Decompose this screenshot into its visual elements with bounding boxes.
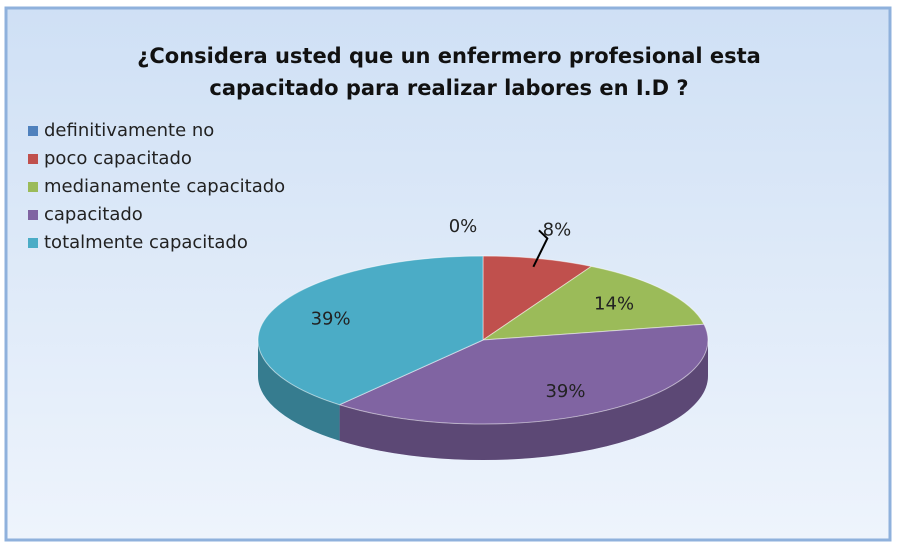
legend-label: definitivamente no xyxy=(44,120,214,141)
legend-swatch xyxy=(28,126,38,136)
slice-top xyxy=(338,323,709,425)
legend-label: medianamente capacitado xyxy=(44,176,285,197)
legend-swatch xyxy=(28,182,38,192)
data-label: 39% xyxy=(311,309,351,330)
data-label: 8% xyxy=(543,219,572,240)
slice-top xyxy=(481,265,705,341)
pie-slice xyxy=(257,255,484,441)
legend-label: capacitado xyxy=(44,204,143,225)
slice-top xyxy=(482,255,593,341)
leader-line xyxy=(532,229,549,268)
legend-swatch xyxy=(28,238,38,248)
slice-top xyxy=(257,255,484,406)
slice-side xyxy=(339,340,708,460)
pie-slice xyxy=(481,265,705,341)
slice-side-shade xyxy=(339,340,708,460)
legend-swatch xyxy=(28,154,38,164)
legend-label: totalmente capacitado xyxy=(44,232,248,253)
pie-slice xyxy=(482,255,593,341)
data-label: 39% xyxy=(545,381,585,402)
legend-swatch xyxy=(28,210,38,220)
data-label: 14% xyxy=(594,293,634,314)
slice-side xyxy=(258,340,340,441)
data-label: 0% xyxy=(449,216,478,237)
chart-title: ¿Considera usted que un enfermero profes… xyxy=(137,44,761,100)
pie-slice xyxy=(338,323,709,460)
legend-label: poco capacitado xyxy=(44,148,192,169)
slice-side-shade xyxy=(258,340,340,441)
